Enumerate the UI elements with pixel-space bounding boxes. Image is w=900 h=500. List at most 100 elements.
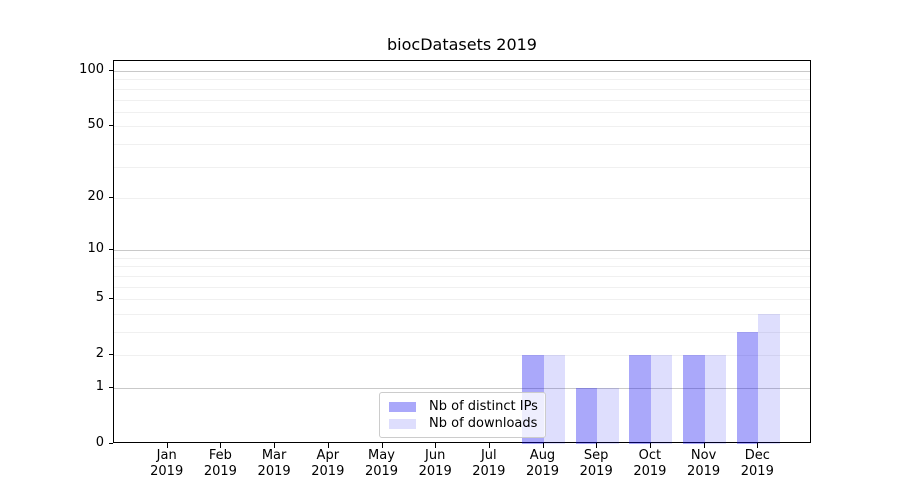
major-gridline — [114, 388, 810, 389]
x-tick-year: 2019 — [472, 464, 506, 479]
minor-gridline — [114, 197, 810, 199]
minor-gridline — [114, 88, 810, 90]
minor-gridline — [114, 275, 810, 277]
legend-item-distinct-ips: Nb of distinct IPs — [386, 399, 539, 414]
bar-sep-series0 — [575, 388, 598, 444]
bar-sep-series1 — [597, 388, 619, 444]
x-tick-label: Dec 2019 — [725, 448, 789, 480]
x-tick-label: Jan 2019 — [135, 448, 199, 480]
x-tick-mark — [542, 443, 544, 448]
minor-gridline — [114, 286, 810, 288]
minor-gridline — [114, 79, 810, 81]
x-tick-mark — [166, 443, 168, 448]
legend-swatch-distinct-ips-icon — [389, 401, 416, 412]
legend: Nb of distinct IPs Nb of downloads — [379, 392, 546, 438]
x-tick-label: Apr 2019 — [296, 448, 360, 480]
y-tick-label: 100 — [79, 62, 104, 77]
x-tick-year: 2019 — [364, 464, 399, 479]
y-tick-mark — [109, 70, 113, 71]
x-tick-month: Aug — [529, 448, 556, 463]
chart-title: biocDatasets 2019 — [387, 35, 537, 54]
y-tick-mark — [109, 298, 113, 300]
x-tick-month: Dec — [744, 448, 770, 463]
y-tick-mark — [109, 443, 113, 444]
minor-gridline — [114, 126, 810, 128]
x-tick-mark — [220, 443, 222, 448]
x-tick-year: 2019 — [740, 464, 774, 479]
x-tick-month: Nov — [690, 448, 717, 463]
minor-gridline — [114, 266, 810, 268]
y-tick-label: 1 — [95, 379, 104, 394]
y-tick-mark — [109, 354, 113, 356]
minor-gridline — [114, 355, 810, 357]
x-tick-mark — [757, 443, 759, 448]
x-tick-mark — [435, 443, 437, 448]
y-tick-mark — [109, 196, 113, 198]
bar-oct-series0 — [629, 355, 651, 444]
bar-nov-series1 — [704, 355, 727, 444]
plot-area: Nb of distinct IPs Nb of downloads — [113, 60, 811, 444]
y-tick-label: 50 — [87, 117, 104, 133]
x-tick-label: Jun 2019 — [403, 448, 467, 480]
minor-gridline — [114, 99, 810, 101]
x-tick-year: 2019 — [150, 464, 184, 479]
y-tick-label: 2 — [95, 346, 104, 362]
minor-gridline — [114, 313, 810, 315]
minor-gridline — [114, 299, 810, 301]
x-tick-month: Feb — [208, 448, 232, 463]
bar-dec-series0 — [736, 332, 759, 444]
minor-gridline — [114, 332, 810, 333]
minor-gridline — [114, 111, 810, 113]
x-tick-mark — [596, 443, 598, 448]
y-tick-label: 5 — [95, 290, 104, 306]
x-tick-month: Oct — [638, 448, 662, 463]
y-tick-label: 10 — [87, 241, 104, 257]
x-tick-year: 2019 — [418, 464, 452, 479]
minor-gridline — [114, 257, 810, 259]
x-tick-mark — [381, 443, 383, 448]
y-tick-label: 0 — [95, 435, 104, 450]
x-tick-label: Oct 2019 — [618, 448, 682, 480]
x-tick-month: Sep — [583, 448, 609, 463]
x-tick-month: May — [368, 448, 395, 463]
x-tick-mark — [274, 443, 276, 448]
x-tick-year: 2019 — [633, 464, 667, 479]
y-tick-mark — [109, 249, 113, 251]
x-tick-label: Aug 2019 — [511, 448, 575, 480]
x-tick-year: 2019 — [579, 464, 613, 479]
x-tick-month: Apr — [316, 448, 340, 463]
legend-swatch-downloads-icon — [389, 418, 416, 429]
x-tick-year: 2019 — [257, 464, 291, 479]
major-gridline — [114, 250, 810, 252]
minor-gridline — [114, 166, 810, 168]
legend-label-downloads: Nb of downloads — [429, 416, 538, 431]
major-gridline — [114, 71, 810, 72]
x-tick-label: May 2019 — [350, 448, 414, 480]
minor-gridline — [114, 143, 810, 145]
y-tick-mark — [109, 125, 113, 127]
x-tick-year: 2019 — [687, 464, 721, 479]
x-tick-mark — [327, 443, 329, 448]
y-tick-label: 20 — [87, 188, 104, 204]
x-tick-label: Sep 2019 — [564, 448, 628, 480]
bar-dec-series1 — [758, 313, 780, 444]
x-tick-mark — [488, 443, 490, 448]
x-tick-mark — [649, 443, 651, 448]
bar-oct-series1 — [650, 355, 673, 444]
x-tick-label: Feb 2019 — [188, 448, 252, 480]
x-tick-year: 2019 — [525, 464, 560, 479]
legend-label-distinct-ips: Nb of distinct IPs — [429, 399, 538, 414]
x-tick-month: Jan — [156, 448, 177, 463]
x-tick-label: Mar 2019 — [242, 448, 306, 480]
x-tick-month: Jun — [425, 448, 446, 463]
x-tick-year: 2019 — [203, 464, 237, 479]
bar-nov-series0 — [683, 355, 705, 444]
x-tick-year: 2019 — [311, 464, 345, 479]
x-tick-label: Nov 2019 — [672, 448, 736, 480]
bar-aug-series1 — [543, 355, 565, 444]
x-tick-month: Jul — [480, 448, 497, 463]
y-tick-mark — [109, 387, 113, 388]
legend-item-downloads: Nb of downloads — [386, 416, 539, 431]
x-tick-mark — [703, 443, 705, 448]
